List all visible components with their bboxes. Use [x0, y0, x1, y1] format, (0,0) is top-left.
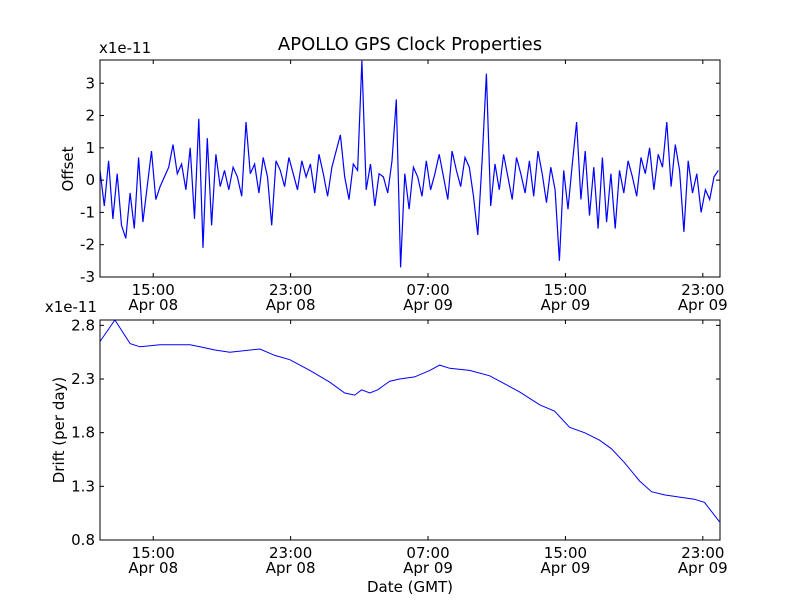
axes-frame	[99, 59, 721, 278]
y-tick-label: 2.3	[71, 370, 95, 388]
x-tick-label: Apr 09	[541, 296, 591, 314]
offset-scale-label-top: x1e-11	[99, 39, 151, 57]
y-axis-label-drift: Drift (per day)	[50, 377, 68, 484]
x-tick-label: 15:00	[132, 281, 175, 299]
x-axis-label: Date (GMT)	[367, 578, 453, 596]
y-tick-label: 1.8	[71, 424, 95, 442]
x-tick-label: 15:00	[132, 544, 175, 562]
x-tick-label: 23:00	[269, 281, 312, 299]
y-tick-label: -1	[80, 203, 95, 221]
x-tick-label: 23:00	[681, 544, 724, 562]
x-tick-label: Apr 08	[128, 296, 178, 314]
chart-title: APOLLO GPS Clock Properties	[278, 34, 542, 55]
x-tick-label: Apr 09	[403, 559, 453, 577]
x-tick-label: Apr 08	[266, 296, 316, 314]
x-tick-label: 15:00	[544, 281, 587, 299]
x-tick-label: 15:00	[544, 544, 587, 562]
y-tick-label: 1.3	[71, 477, 95, 495]
series-line-drift	[100, 320, 720, 523]
offset-scale-label-bottom: x1e-11	[45, 298, 97, 316]
y-tick-label: 2.8	[71, 316, 95, 334]
y-axis-label-offset: Offset	[59, 146, 77, 191]
x-tick-label: 07:00	[406, 281, 449, 299]
y-tick-label: 0.8	[71, 531, 95, 549]
x-tick-label: Apr 09	[678, 296, 728, 314]
y-tick-label: -3	[80, 268, 95, 286]
axes-frame	[99, 319, 721, 541]
y-tick-label: 1	[85, 139, 95, 157]
y-tick-label: 3	[85, 74, 95, 92]
y-tick-label: 2	[85, 107, 95, 125]
x-tick-label: Apr 09	[541, 559, 591, 577]
x-tick-label: Apr 09	[678, 559, 728, 577]
x-tick-label: 23:00	[681, 281, 724, 299]
series-line-offset	[100, 60, 719, 268]
y-tick-label: 0	[85, 171, 95, 189]
x-tick-label: Apr 09	[403, 296, 453, 314]
x-tick-label: 23:00	[269, 544, 312, 562]
x-tick-label: 07:00	[406, 544, 449, 562]
x-tick-label: Apr 08	[128, 559, 178, 577]
y-tick-label: -2	[80, 236, 95, 254]
x-tick-label: Apr 08	[266, 559, 316, 577]
